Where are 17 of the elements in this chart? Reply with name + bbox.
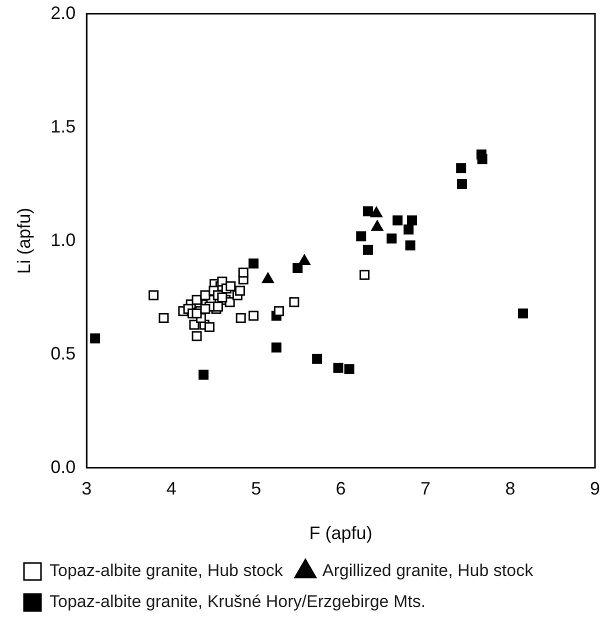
y-tick-label: 1.5: [50, 116, 76, 136]
y-tick-label: 0.5: [50, 343, 76, 364]
x-tick-label: 6: [336, 478, 346, 499]
x-tick-label: 8: [505, 478, 516, 499]
legend-label: Argillized granite, Hub stock: [322, 561, 534, 580]
y-tick-label: 0.0: [50, 456, 76, 477]
y-tick-label: 2.0: [50, 2, 76, 23]
x-tick-label: 9: [590, 478, 600, 499]
y-axis-title: Li (apfu): [14, 208, 34, 274]
y-tick-label: 1.0: [50, 230, 76, 250]
legend-label: Topaz-albite granite, Krušné Hory/Erzgebirge Mts.: [50, 592, 426, 612]
x-tick-label: 4: [166, 478, 176, 499]
legend-label: Topaz-albite granite, Hub stock: [50, 561, 284, 580]
x-tick-label: 3: [82, 478, 92, 499]
x-tick-label: 5: [251, 478, 262, 499]
x-axis-title: F (apfu): [309, 523, 372, 544]
x-tick-label: 7: [420, 478, 431, 499]
